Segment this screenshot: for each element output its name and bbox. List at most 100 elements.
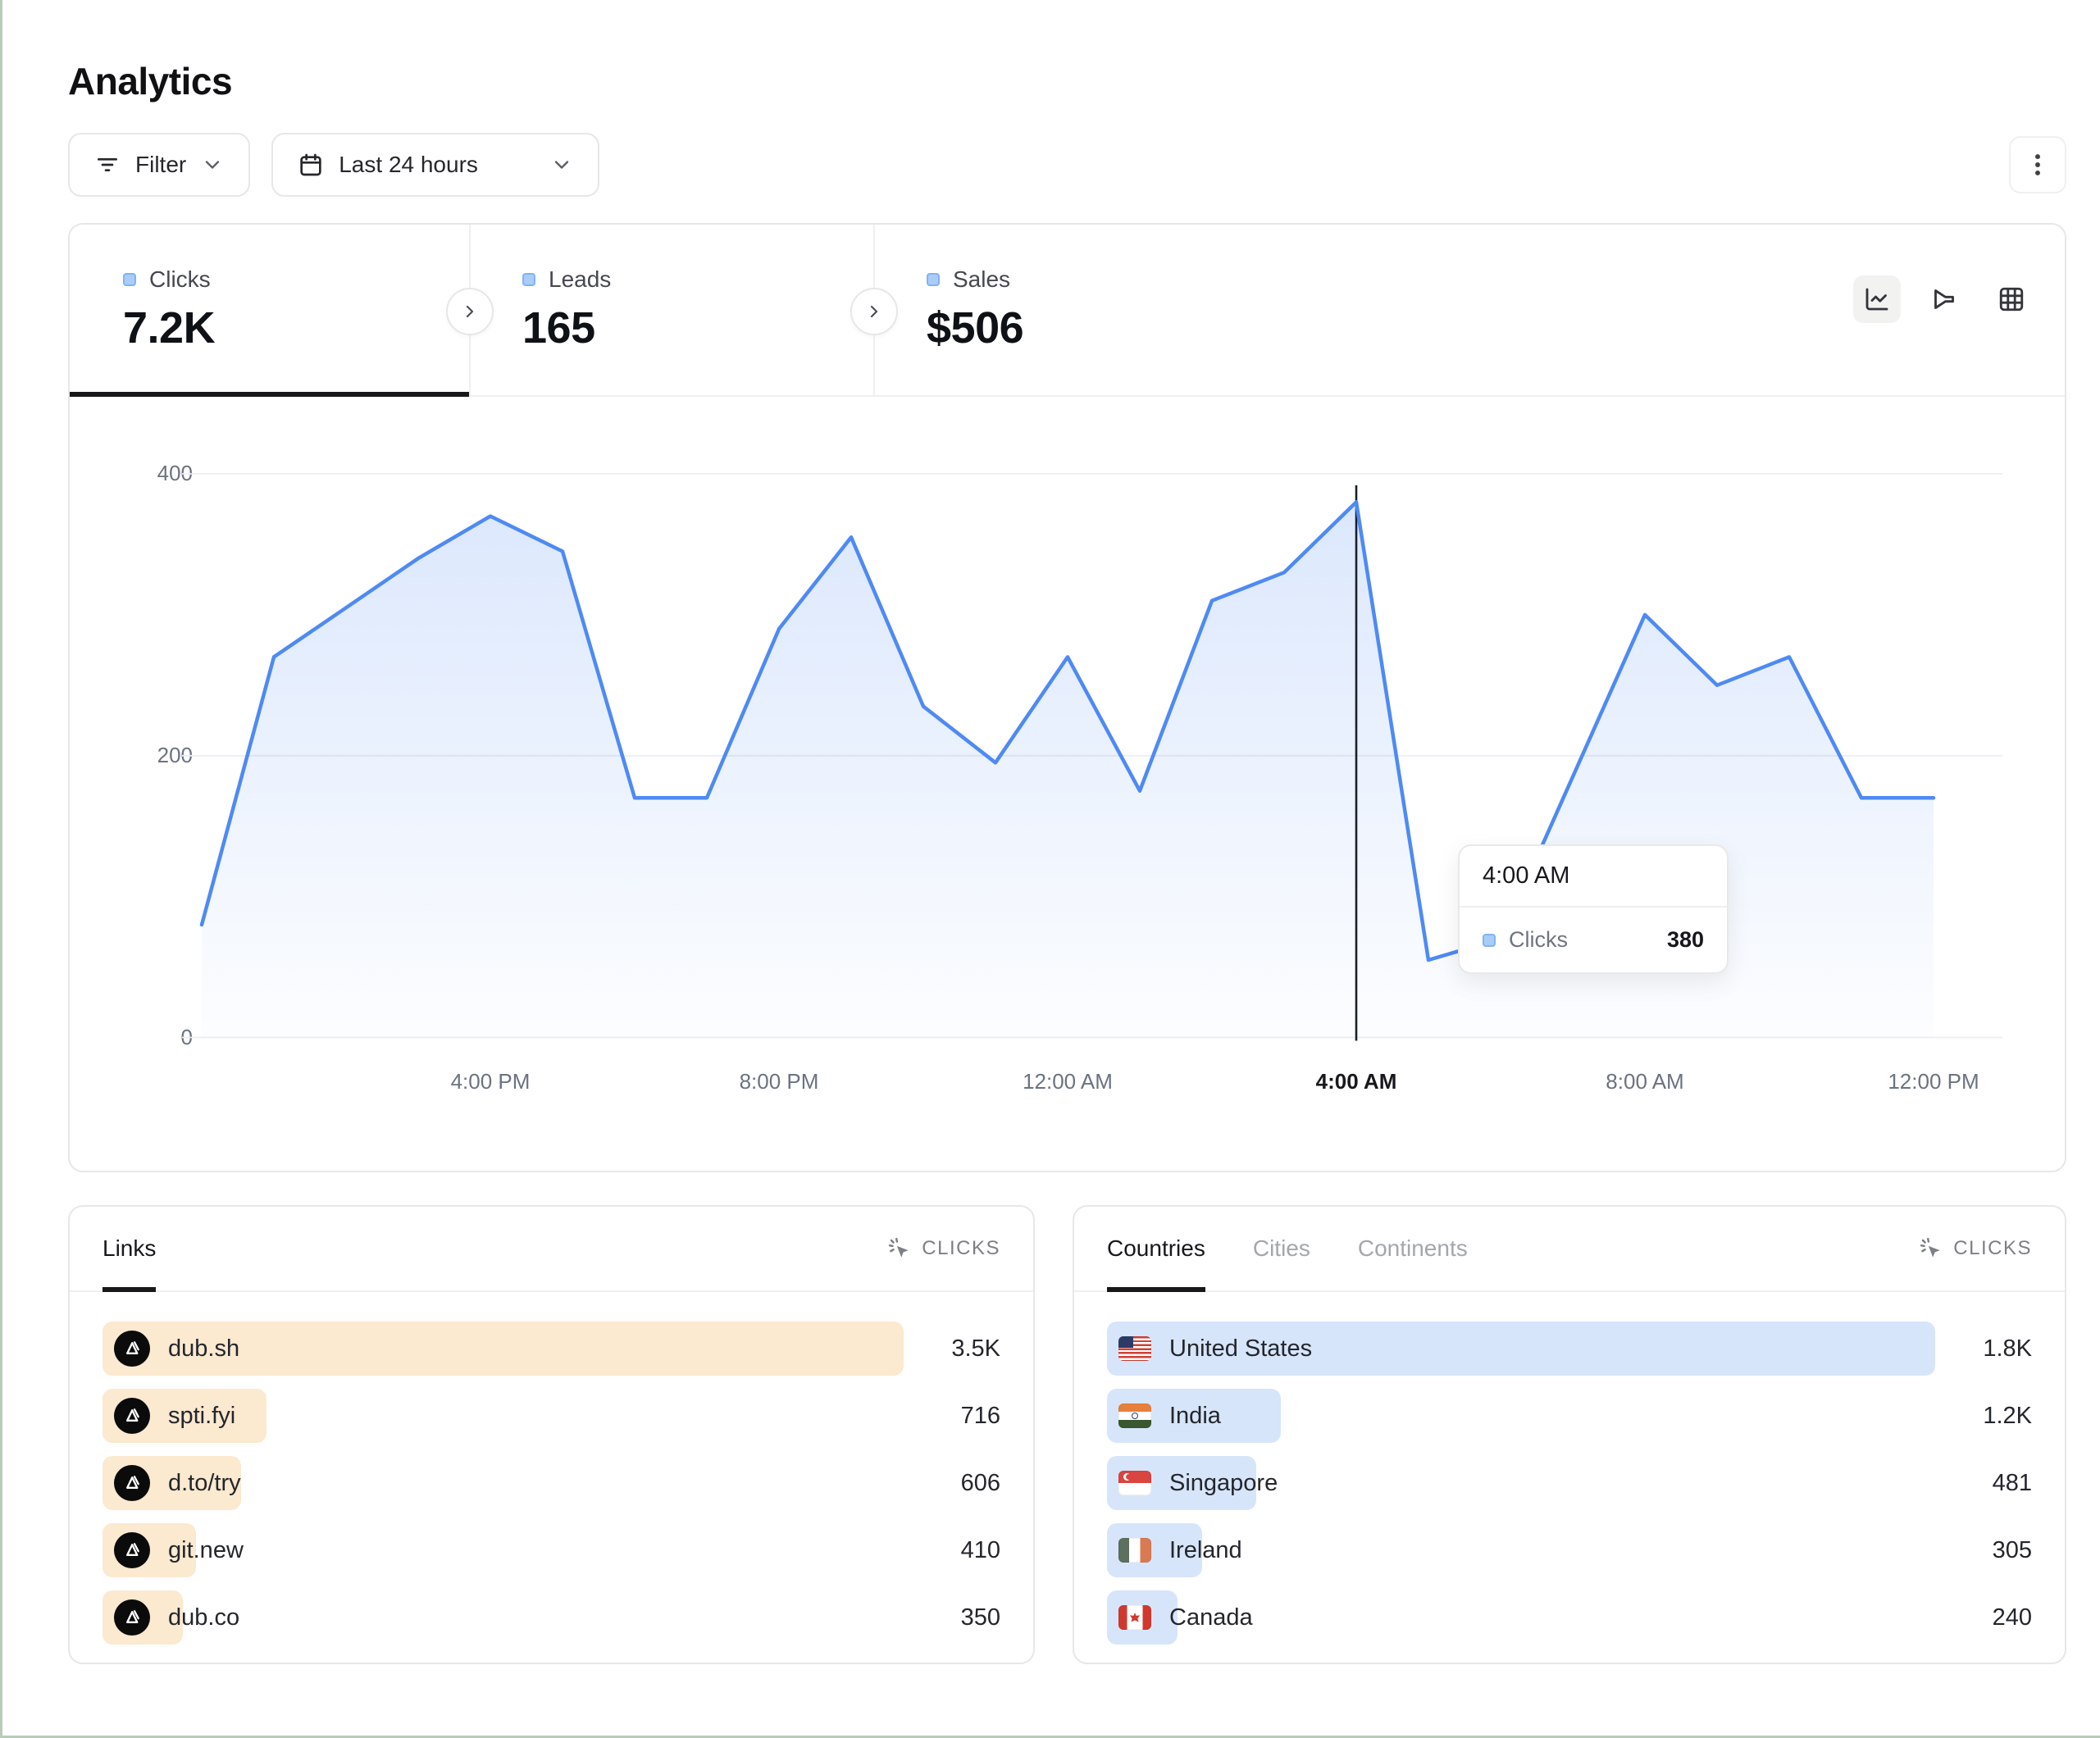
tooltip-value: 380: [1666, 927, 1704, 952]
x-tick-label: 12:00 AM: [1023, 1069, 1113, 1094]
row-track: [1107, 1389, 1935, 1443]
flag-sg-icon: [1118, 1471, 1151, 1495]
sales-marker-icon: [927, 273, 940, 286]
y-tick-label: 400: [157, 461, 193, 485]
tab-continents[interactable]: Continents: [1357, 1235, 1468, 1261]
flag-ca-icon: [1118, 1605, 1151, 1630]
line-chart-icon: [1862, 284, 1892, 314]
sales-value: $506: [927, 303, 1024, 353]
row-content: Canada: [1118, 1590, 1253, 1645]
tooltip-series-label: Clicks: [1509, 927, 1568, 952]
x-tick-label: 8:00 PM: [739, 1069, 819, 1094]
more-options-button[interactable]: [2009, 136, 2066, 193]
tab-links[interactable]: Links: [102, 1207, 157, 1292]
country-row[interactable]: Canada 240: [1107, 1590, 2032, 1645]
row-label: United States: [1169, 1335, 1313, 1362]
row-track: [102, 1322, 904, 1376]
row-content: Ireland: [1118, 1523, 1242, 1577]
page-title: Analytics: [68, 60, 233, 102]
clicks-marker-icon: [123, 273, 136, 286]
country-row[interactable]: Singapore 481: [1107, 1456, 2032, 1510]
row-value: 1.8K: [1983, 1335, 2032, 1362]
links-metric-selector[interactable]: CLICKS: [887, 1236, 1000, 1261]
link-row[interactable]: spti.fyi 716: [102, 1389, 1000, 1443]
geo-metric-selector[interactable]: CLICKS: [1919, 1236, 2032, 1261]
funnel-view-button[interactable]: [1920, 275, 1968, 323]
chevron-down-icon: [201, 153, 224, 176]
row-value: 240: [1992, 1604, 2032, 1631]
geo-card: Countries Cities Continents CLICKS Unite…: [1073, 1205, 2066, 1664]
table-view-button[interactable]: [1988, 275, 2035, 323]
row-value: 350: [960, 1604, 1000, 1631]
cursor-click-icon: [887, 1236, 912, 1261]
metric-tabs: Clicks 7.2K Leads 165 Sales $506: [70, 225, 2065, 397]
row-track: [1107, 1322, 1935, 1376]
funnel-right-icon: [1929, 284, 1959, 314]
row-value: 3.5K: [951, 1335, 1000, 1362]
dub-logo-icon: [114, 1599, 150, 1636]
screen-edge-bottom: [0, 1736, 2100, 1738]
screen-edge-left: [0, 0, 2, 1738]
row-label: git.new: [168, 1536, 244, 1563]
calendar-icon: [298, 152, 324, 178]
filter-button[interactable]: Filter: [68, 133, 251, 197]
tab-leads[interactable]: Leads 165: [469, 225, 873, 395]
chevron-down-icon: [550, 153, 573, 176]
clicks-label: Clicks: [149, 266, 211, 292]
filter-lines-icon: [94, 152, 121, 178]
row-label: spti.fyi: [168, 1402, 236, 1429]
cursor-click-icon: [1919, 1236, 1943, 1261]
link-row[interactable]: dub.co 350: [102, 1590, 1000, 1645]
link-row[interactable]: d.to/try 606: [102, 1456, 1000, 1510]
tab-countries[interactable]: Countries: [1107, 1207, 1205, 1292]
row-content: spti.fyi: [114, 1389, 235, 1443]
date-range-label: Last 24 hours: [339, 152, 478, 177]
tab-cities[interactable]: Cities: [1252, 1235, 1310, 1261]
tab-sales[interactable]: Sales $506: [873, 225, 1332, 395]
active-tab-indicator: [70, 392, 469, 397]
x-axis: 4:00 PM 8:00 PM 12:00 AM 4:00 AM 8:00 AM 12:0…: [149, 1069, 2002, 1102]
dub-logo-icon: [114, 1398, 150, 1434]
toolbar: Filter Last 24 hours: [68, 133, 2066, 197]
country-row[interactable]: India 1.2K: [1107, 1389, 2032, 1443]
country-row[interactable]: Ireland 305: [1107, 1523, 2032, 1577]
clicks-value: 7.2K: [123, 303, 216, 353]
tab-clicks[interactable]: Clicks 7.2K: [70, 225, 469, 397]
line-chart-view-button[interactable]: [1853, 275, 1901, 323]
tooltip-series-marker-icon: [1483, 933, 1496, 947]
grid-table-icon: [1997, 284, 2026, 314]
analytics-chart-card: Clicks 7.2K Leads 165 Sales $506: [68, 223, 2066, 1172]
expand-leads-button[interactable]: [850, 288, 898, 335]
row-label: Canada: [1169, 1604, 1253, 1631]
clicks-chart[interactable]: [149, 457, 2002, 1048]
row-content: git.new: [114, 1523, 244, 1577]
y-axis: 0 200 400: [94, 457, 193, 1049]
link-row[interactable]: dub.sh 3.5K: [102, 1322, 1000, 1376]
row-content: Singapore: [1118, 1456, 1278, 1510]
country-row[interactable]: United States 1.8K: [1107, 1322, 2032, 1376]
date-range-button[interactable]: Last 24 hours: [271, 133, 600, 197]
row-label: Singapore: [1169, 1469, 1278, 1496]
row-content: India: [1118, 1389, 1221, 1443]
geo-metric-label: CLICKS: [1953, 1237, 2032, 1259]
links-metric-label: CLICKS: [922, 1237, 1000, 1259]
link-row[interactable]: git.new 410: [102, 1523, 1000, 1577]
leads-value: 165: [522, 303, 595, 353]
row-bar: [102, 1322, 904, 1376]
dub-logo-icon: [114, 1465, 150, 1501]
x-tick-label: 4:00 PM: [450, 1069, 531, 1094]
breakdown-cards: Links CLICKS dub.sh 3.5K spti.fyi 716 d.to/t…: [68, 1205, 2066, 1664]
row-value: 606: [960, 1469, 1000, 1496]
expand-clicks-button[interactable]: [446, 288, 494, 335]
tooltip-time: 4:00 AM: [1460, 846, 1727, 908]
row-value: 481: [1992, 1469, 2032, 1496]
row-label: dub.sh: [168, 1335, 240, 1362]
x-tick-label: 4:00 AM: [1315, 1069, 1397, 1094]
flag-us-icon: [1118, 1336, 1151, 1361]
leads-marker-icon: [522, 273, 535, 286]
row-content: dub.co: [114, 1590, 239, 1645]
row-value: 1.2K: [1983, 1402, 2032, 1429]
chevron-right-icon: [460, 302, 480, 321]
dub-logo-icon: [114, 1532, 150, 1568]
dub-logo-icon: [114, 1331, 150, 1367]
